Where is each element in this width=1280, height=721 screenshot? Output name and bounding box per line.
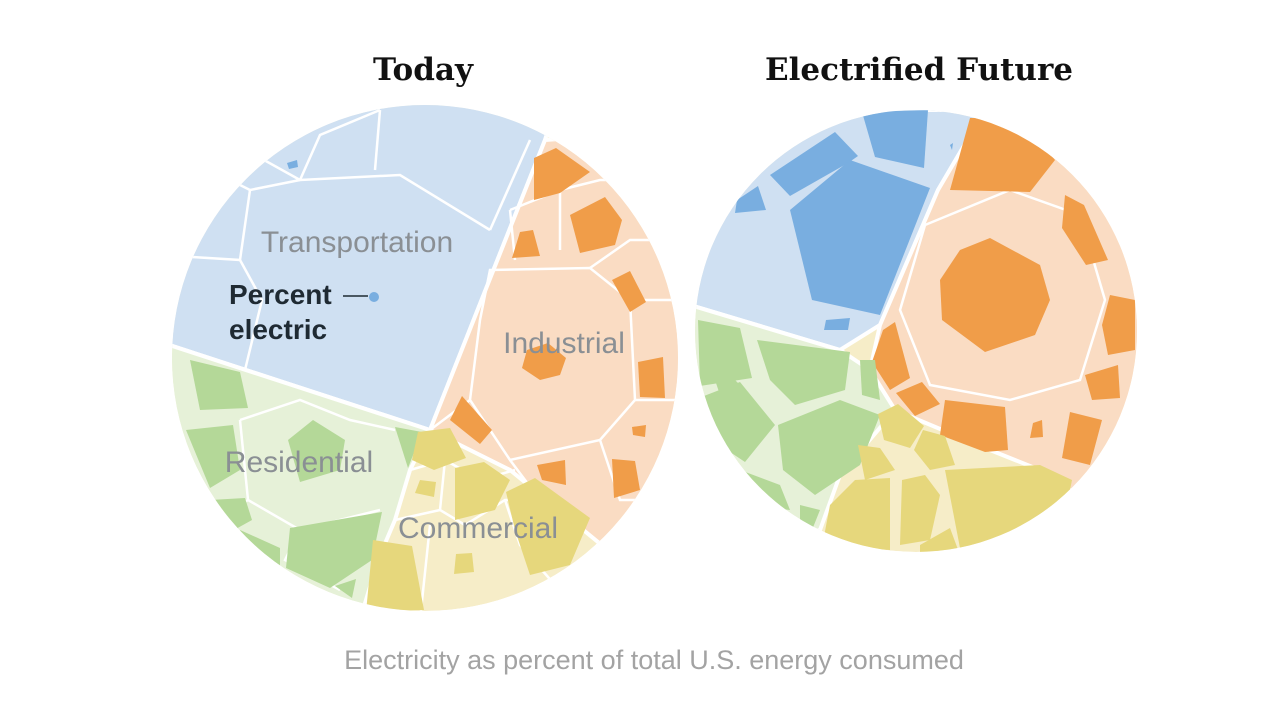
label-transportation: Transportation — [261, 226, 453, 259]
annotation-line-1: Percent — [229, 279, 332, 310]
future-transportation-electric — [735, 110, 953, 330]
annotation-line-2: electric — [229, 314, 327, 345]
today-commercial-electric — [366, 428, 590, 611]
label-commercial: Commercial — [398, 512, 558, 545]
future-industrial-cells — [898, 188, 1107, 402]
today-transportation-electric — [287, 160, 298, 169]
chart-caption: Electricity as percent of total U.S. ene… — [344, 645, 964, 675]
panel-title-today: Today — [373, 52, 474, 88]
today-residential-electric — [186, 360, 422, 598]
voronoi-future — [695, 110, 1137, 552]
future-residential-electric — [698, 320, 880, 530]
label-residential: Residential — [225, 446, 373, 479]
label-industrial: Industrial — [503, 327, 625, 360]
today-transportation-electric-dot — [369, 292, 379, 302]
panel-title-future: Electrified Future — [765, 52, 1073, 88]
today-industrial-electric — [450, 148, 665, 498]
